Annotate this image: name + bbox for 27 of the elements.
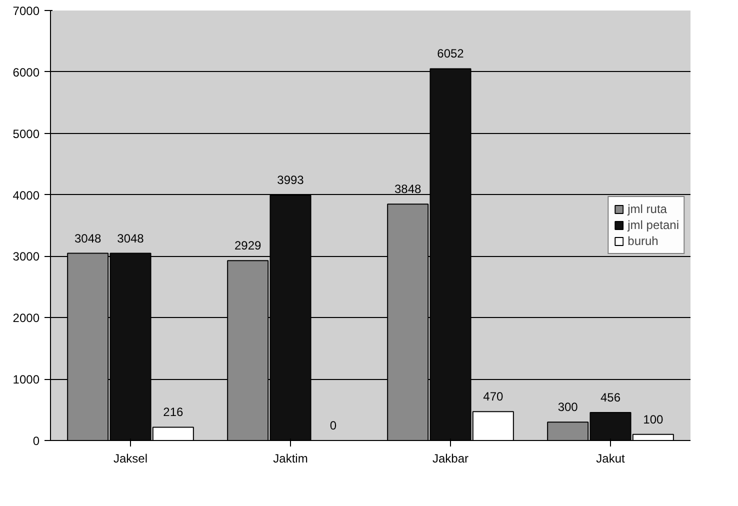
legend-label: jml ruta: [628, 202, 667, 216]
y-tick-label: 6000: [12, 65, 40, 80]
legend-label: jml petani: [628, 218, 679, 232]
x-tick-label: Jakut: [596, 452, 626, 466]
data-label: 3993: [277, 173, 304, 188]
y-tick-label: 2000: [12, 311, 40, 326]
y-tick-label: 5000: [12, 126, 40, 141]
data-label: 300: [558, 400, 578, 414]
y-tick-label: 4000: [12, 188, 40, 202]
data-label: 216: [163, 405, 184, 420]
y-tick-label: 3000: [12, 250, 40, 264]
data-label: 100: [643, 412, 664, 426]
data-label: 3048: [117, 231, 144, 246]
y-tick-label: 1000: [12, 372, 40, 387]
x-tick-label: Jakbar: [432, 452, 469, 466]
data-label: 456: [600, 390, 621, 404]
x-tick-label: Jaksel: [113, 452, 148, 466]
data-label: 6052: [437, 46, 464, 61]
data-label: 3048: [74, 231, 102, 246]
x-tick-label: Jaktim: [273, 452, 308, 466]
y-tick-label: 7000: [12, 4, 40, 18]
data-label: 0: [330, 418, 337, 432]
data-label: 470: [483, 390, 504, 404]
legend-label: buruh: [628, 234, 658, 248]
data-label: 2929: [234, 238, 262, 253]
data-label: 3848: [394, 182, 422, 196]
y-tick-label: 0: [32, 434, 40, 448]
